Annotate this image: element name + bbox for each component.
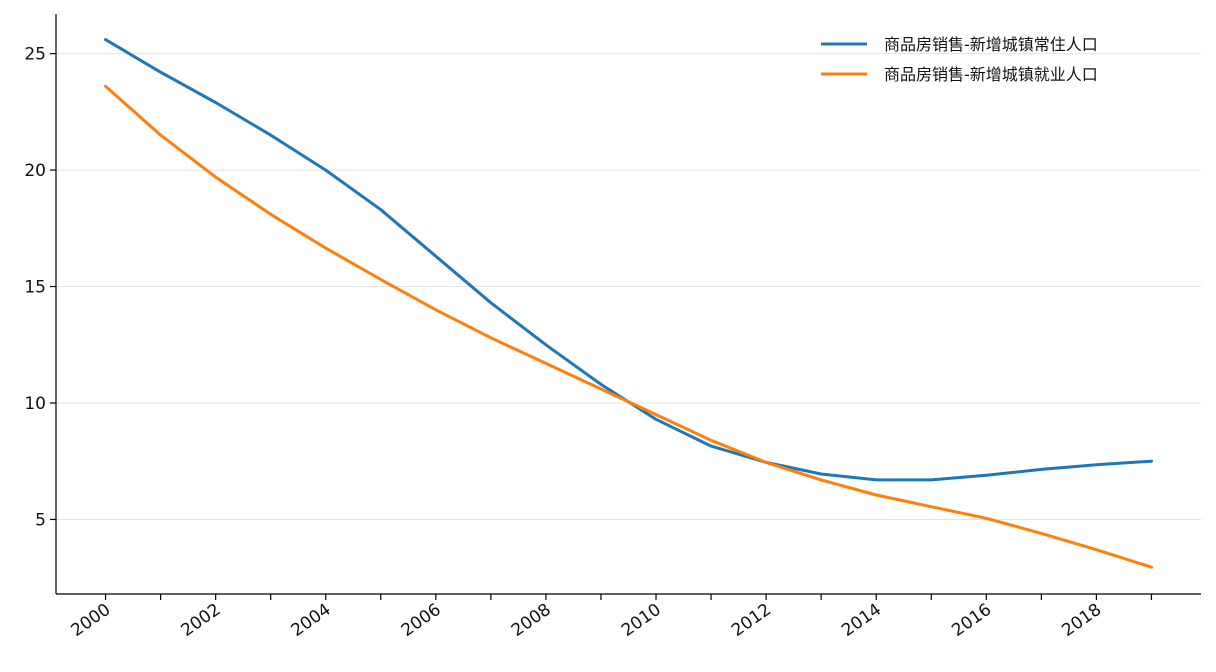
x-tick-label-9: 2018 xyxy=(1058,600,1105,641)
x-ticks: 2000 2002 2004 2006 2008 2010 2012 2014 2016 2018 xyxy=(67,594,1153,641)
axes xyxy=(55,14,1201,595)
legend-label-1: 商品房销售-新增城镇就业人口 xyxy=(884,65,1098,84)
x-tick-label-3: 2006 xyxy=(398,600,445,641)
series-line-1 xyxy=(104,84,1153,569)
y-tick-label-1: 10 xyxy=(24,394,46,414)
x-tick-label-5: 2010 xyxy=(618,600,665,641)
series-lines xyxy=(104,38,1153,569)
grid-lines xyxy=(56,53,1201,520)
x-tick-label-7: 2014 xyxy=(838,600,885,641)
x-tick-label-1: 2002 xyxy=(178,600,225,641)
y-tick-label-4: 25 xyxy=(24,45,46,65)
y-ticks: 5 10 15 20 25 xyxy=(24,45,56,530)
x-tick-label-6: 2012 xyxy=(728,600,775,641)
y-tick-label-3: 20 xyxy=(24,161,46,181)
legend: 商品房销售-新增城镇常住人口 商品房销售-新增城镇就业人口 xyxy=(821,35,1098,84)
y-tick-label-2: 15 xyxy=(24,278,46,298)
y-tick-label-0: 5 xyxy=(35,510,46,530)
series-line-0 xyxy=(104,38,1153,482)
x-tick-label-0: 2000 xyxy=(67,600,114,641)
x-tick-label-4: 2008 xyxy=(508,600,555,641)
x-tick-label-8: 2016 xyxy=(948,600,995,641)
x-tick-label-2: 2004 xyxy=(288,600,335,641)
legend-label-0: 商品房销售-新增城镇常住人口 xyxy=(884,35,1098,54)
